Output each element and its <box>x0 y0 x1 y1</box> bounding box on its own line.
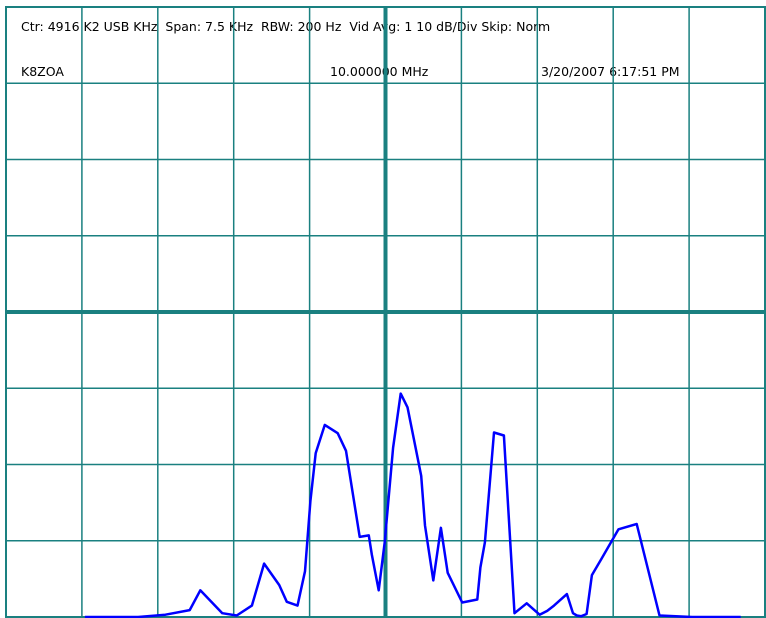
datetime-label: 3/20/2007 6:17:51 PM <box>541 64 680 79</box>
frequency-label: 10.000000 MHz <box>330 64 429 79</box>
plot-frame <box>5 6 766 618</box>
callsign-label: K8ZOA <box>21 64 64 79</box>
spectrum-trace-line <box>84 392 741 618</box>
settings-line: Ctr: 4916 K2 USB KHz Span: 7.5 KHz RBW: … <box>21 19 551 34</box>
